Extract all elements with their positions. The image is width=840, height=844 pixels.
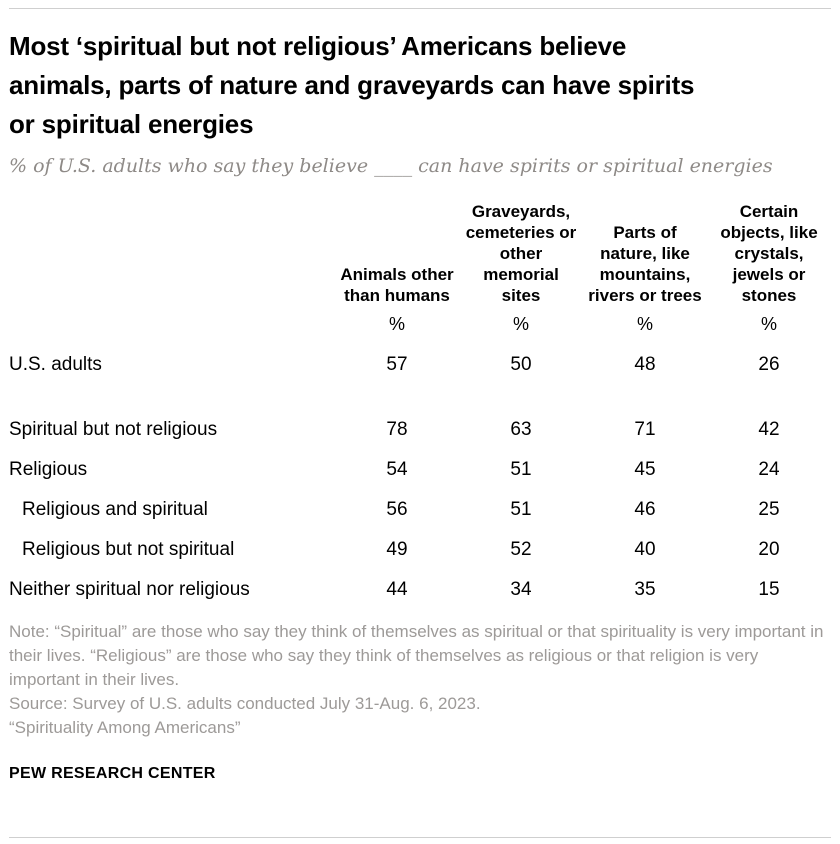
cell-value: 44 [386,578,408,600]
top-rule [9,8,831,9]
cell-value: 49 [386,538,408,560]
column-header-row: Animals other than humans Graveyards, ce… [9,201,831,310]
column-header-spacer [9,201,335,310]
row-label: Religious but not spiritual [22,538,235,560]
table-header: Animals other than humans Graveyards, ce… [9,201,831,345]
table-row: Religious but not spiritual 49 52 40 20 [9,530,831,570]
cell-value: 26 [758,353,780,375]
table-row: Spiritual but not religious 78 63 71 42 [9,410,831,450]
unit-cell: % [512,313,529,334]
cell-value: 50 [510,353,532,375]
cell-value: 57 [386,353,408,375]
unit-cell: % [636,313,653,334]
row-label: Neither spiritual nor religious [9,578,250,600]
bottom-rule [9,837,831,838]
cell-value: 52 [510,538,532,560]
brand-logotype: PEW RESEARCH CENTER [9,764,216,782]
cell-value: 35 [634,578,656,600]
cell-value: 40 [634,538,656,560]
table-row: U.S. adults 57 50 48 26 [9,345,831,410]
row-label: Religious and spiritual [22,498,208,520]
cell-value: 42 [758,418,780,440]
column-header-animals: Animals other than humans [340,264,454,305]
row-label: Spiritual but not religious [9,418,218,440]
cell-value: 54 [386,458,408,480]
cell-value: 15 [758,578,780,600]
table-row: Religious 54 51 45 24 [9,450,831,490]
cell-value: 56 [386,498,408,520]
chart-subtitle: % of U.S. adults who say they believe __… [9,155,773,177]
column-header-objects: Certain objects, like crystals, jewels o… [720,201,818,305]
table-row: Religious and spiritual 56 51 46 25 [9,490,831,530]
unit-cell: % [388,313,405,334]
source-text: Source: Survey of U.S. adults conducted … [9,694,481,714]
table-body: U.S. adults 57 50 48 26 Spiritual but not rel… [9,345,831,610]
column-header-nature: Parts of nature, like mountains, rivers … [588,222,702,305]
cell-value: 48 [634,353,656,375]
cell-value: 71 [634,418,656,440]
row-label: U.S. adults [9,353,102,375]
page-title: Most ‘spiritual but not religious’ Ameri… [9,31,695,139]
unit-row: % % % % [9,310,831,345]
unit-cell-spacer [9,310,335,345]
cell-value: 20 [758,538,780,560]
footnotes: Note: “Spiritual” are those who say they… [9,620,831,741]
data-table: Animals other than humans Graveyards, ce… [9,201,831,610]
column-header-graveyards: Graveyards, cemeteries or other memorial… [465,201,577,305]
unit-cell: % [760,313,777,334]
cell-value: 34 [510,578,532,600]
table-row: Neither spiritual nor religious 44 34 35 15 [9,570,831,610]
cell-value: 46 [634,498,656,520]
cell-value: 51 [510,458,532,480]
cell-value: 78 [386,418,408,440]
cell-value: 45 [634,458,656,480]
cell-value: 51 [510,498,532,520]
note-text: Note: “Spiritual” are those who say they… [9,621,824,690]
row-label: Religious [9,458,88,480]
cell-value: 24 [758,458,780,480]
cell-value: 63 [510,418,532,440]
cell-value: 25 [758,498,780,520]
report-title: “Spirituality Among Americans” [9,718,241,738]
